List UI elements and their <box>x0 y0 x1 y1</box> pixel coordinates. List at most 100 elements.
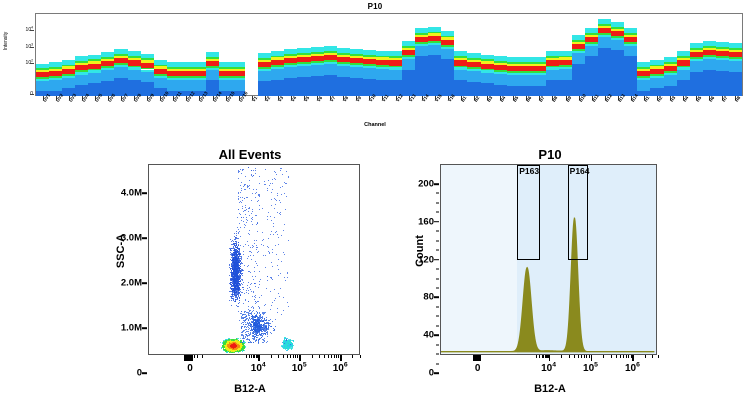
scatter-event-dot <box>270 332 272 334</box>
spectral-band-segment <box>101 61 115 67</box>
spectral-band-segment <box>441 37 455 40</box>
spectral-band-segment <box>689 48 703 50</box>
scatter-event-dot <box>242 288 244 290</box>
spectral-x-tickmark <box>513 96 515 100</box>
scatter-event-dot <box>238 282 240 284</box>
scatter-event-dot <box>258 250 260 252</box>
scatter-event-dot <box>274 204 276 206</box>
spectral-band-segment <box>166 67 180 69</box>
spectral-band-segment <box>336 66 350 78</box>
spectral-band-segment <box>192 71 206 77</box>
spectral-band-segment <box>36 79 50 82</box>
spectral-band-segment <box>558 55 573 58</box>
spectral-band-segment <box>153 88 167 96</box>
spectral-band-segment <box>49 80 63 92</box>
spectral-channel-bar <box>480 14 494 96</box>
spectral-band-segment <box>415 34 429 37</box>
spectral-x-tickmark <box>670 96 672 100</box>
scatter-event-dot <box>239 266 241 268</box>
scatter-event-dot <box>248 300 250 302</box>
spectral-band-segment <box>389 67 403 70</box>
scatter-event-dot <box>234 294 236 296</box>
spectral-band-segment <box>310 76 324 96</box>
scatter-event-dot <box>254 299 256 301</box>
spectral-band-segment <box>402 50 416 56</box>
scatter-event-dot <box>233 291 235 293</box>
scatter-event-dot <box>283 193 285 195</box>
scatter-event-dot <box>238 260 240 262</box>
spectral-channel-bar <box>689 14 703 96</box>
scatter-event-dot <box>240 262 242 264</box>
scatter-event-dot <box>250 307 252 309</box>
scatter-event-dot <box>232 268 234 270</box>
scatter-event-dot <box>242 281 244 283</box>
spectral-channel-label: B2 <box>472 95 481 103</box>
spectral-band-segment <box>454 56 468 59</box>
scatter-event-dot <box>288 348 290 350</box>
spectral-x-tickmark <box>107 96 109 100</box>
spectral-band-segment <box>310 56 324 62</box>
scatter-event-dot <box>286 195 288 197</box>
scatter-event-dot <box>258 283 260 285</box>
spectral-band-segment <box>402 69 416 96</box>
scatter-event-dot <box>250 169 252 171</box>
scatter-event-dot <box>238 229 240 231</box>
scatter-event-dot <box>232 255 234 257</box>
scatter-event-dot <box>257 221 259 223</box>
spectral-band-segment <box>88 68 102 71</box>
scatter-event-dot <box>251 176 253 178</box>
spectral-band-segment <box>728 61 742 72</box>
scatter-event-dot <box>243 292 245 294</box>
scatter-y-tick-label: 1.0M <box>120 322 142 334</box>
scatter-event-dot <box>258 175 260 177</box>
spectral-band-segment <box>323 52 337 56</box>
scatter-event-dot <box>258 208 260 210</box>
spectral-band-segment <box>402 46 416 48</box>
spectral-channel-label: V5 <box>303 95 311 103</box>
scatter-event-dot <box>229 300 231 302</box>
scatter-event-dot <box>231 280 233 282</box>
scatter-event-dot <box>232 295 234 297</box>
scatter-event-dot <box>266 288 268 290</box>
spectral-y-tickmark <box>30 46 34 48</box>
scatter-event-dot <box>267 187 269 189</box>
spectral-band-segment <box>375 57 389 60</box>
scatter-event-dot <box>272 233 274 235</box>
spectral-band-segment <box>362 49 376 55</box>
scatter-event-dot <box>284 224 286 226</box>
spectral-band-segment <box>545 80 559 96</box>
spectral-band-segment <box>271 79 285 96</box>
spectral-band-segment <box>258 53 272 58</box>
scatter-event-dot <box>258 287 260 288</box>
spectral-channel-bar <box>271 14 285 96</box>
scatter-event-dot <box>250 213 252 215</box>
spectral-band-segment <box>454 60 468 66</box>
spectral-band-segment <box>598 47 612 96</box>
spectral-channel-label: B1 <box>459 95 468 103</box>
scatter-event-dot <box>239 262 241 264</box>
spectral-y-axis-title: Intensity <box>3 31 9 51</box>
spectral-band-segment <box>611 40 625 51</box>
spectral-band-segment <box>519 57 533 63</box>
spectral-band-segment <box>402 59 416 70</box>
scatter-event-dot <box>245 196 247 198</box>
spectral-band-segment <box>362 58 376 64</box>
spectral-band-segment <box>585 43 599 47</box>
spectral-channel-bar <box>650 14 664 96</box>
spectral-band-segment <box>75 56 89 62</box>
spectral-band-segment <box>480 59 494 62</box>
scatter-event-dot <box>242 275 244 277</box>
scatter-event-dot <box>248 292 250 294</box>
spectral-band-segment <box>611 50 625 96</box>
scatter-event-dot <box>271 266 273 268</box>
scatter-event-dot <box>253 307 255 309</box>
spectral-band-segment <box>362 78 376 96</box>
scatter-event-dot <box>254 300 256 302</box>
scatter-event-dot <box>251 224 253 226</box>
spectral-channel-bar <box>532 14 546 96</box>
spectral-x-axis-title: Channel <box>364 122 386 128</box>
spectral-band-segment <box>702 41 716 47</box>
spectral-band-segment <box>310 52 324 54</box>
scatter-event-dot <box>229 291 231 293</box>
spectral-channel-label: B4 <box>499 95 507 103</box>
